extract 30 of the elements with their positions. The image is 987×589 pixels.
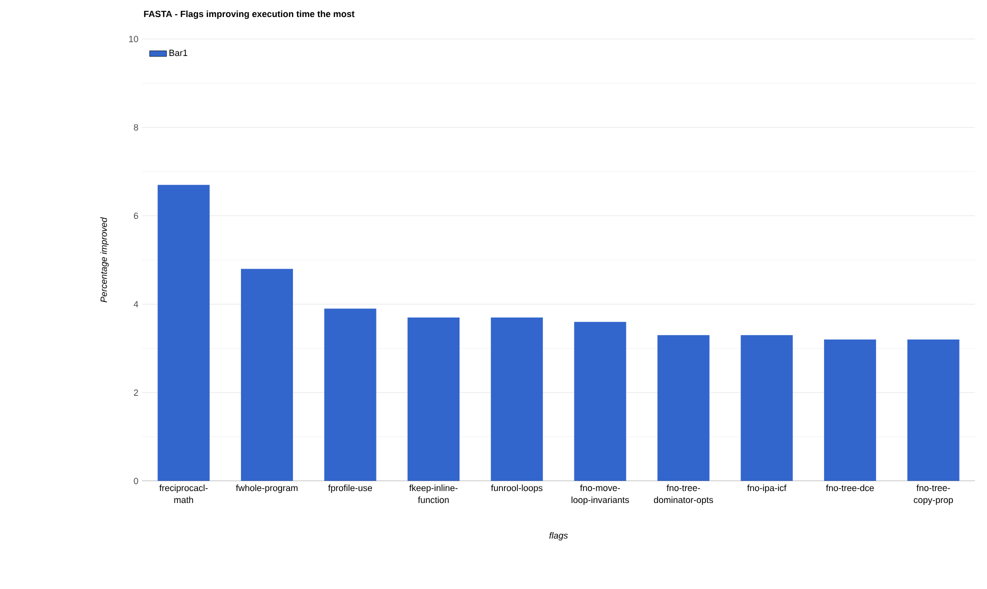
x-tick-label: fno-tree-copy-prop	[914, 484, 953, 505]
bar	[740, 335, 793, 481]
y-tick-label: 6	[134, 212, 138, 219]
x-tick-label: fno-ipa-icf	[747, 484, 786, 493]
y-tick-label: 0	[134, 478, 138, 484]
bar	[408, 317, 460, 481]
x-tick-label: fno-tree-dce	[826, 484, 874, 492]
x-tick-label: fno-tree-dominator-opts	[654, 484, 714, 505]
y-tick-label: 8	[134, 124, 138, 131]
x-tick-label: fkeep-inline-function	[409, 484, 458, 504]
bar	[574, 322, 626, 481]
x-tick-label: fprofile-use	[328, 484, 372, 493]
x-tick-label: funrool-loops	[491, 484, 542, 493]
bar	[240, 268, 293, 481]
y-tick-label: 10	[129, 36, 138, 42]
bar	[158, 184, 210, 481]
bar	[324, 308, 376, 481]
legend-label: Bar1	[169, 50, 188, 56]
chart-title: FASTA - Flags improving execution time the most	[144, 10, 354, 19]
y-tick-label: 2	[134, 389, 138, 396]
bar	[907, 340, 960, 481]
bar	[824, 340, 876, 481]
x-axis-title: flags	[549, 532, 568, 540]
x-tick-label: freciprocacl-math	[159, 484, 208, 504]
bar	[657, 335, 710, 481]
y-axis-title: Percentage improved	[100, 217, 109, 302]
x-tick-label: fwhole-program	[236, 484, 298, 493]
x-tick-label: fno-move-loop-invariants	[572, 484, 629, 505]
bar	[490, 317, 543, 481]
y-tick-label: 4	[134, 301, 138, 308]
